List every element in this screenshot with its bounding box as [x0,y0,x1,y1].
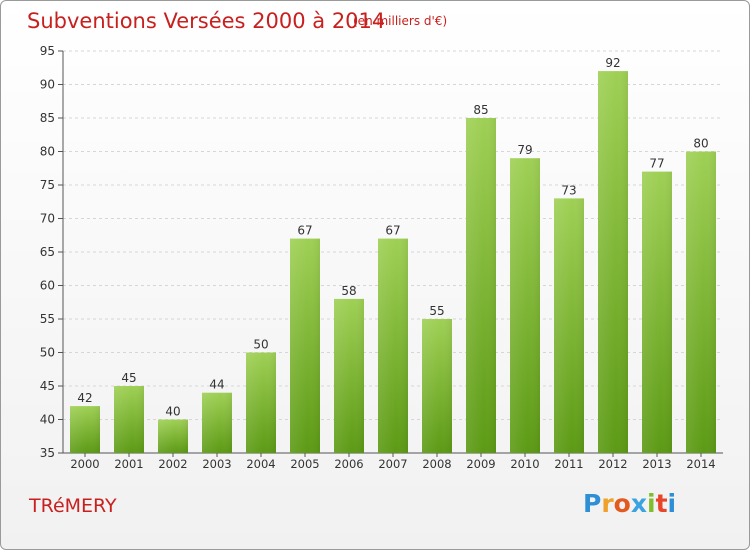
bar-shine [642,171,672,453]
x-tick-label: 2003 [202,457,231,471]
data-label: 42 [77,391,92,405]
bar-shine [114,386,144,453]
y-tick-label: 70 [40,212,55,226]
x-tick-label: 2002 [158,457,187,471]
data-label: 50 [253,338,268,352]
data-label: 45 [121,371,136,385]
x-tick-label: 2013 [642,457,671,471]
bar-shine [202,392,232,453]
data-label: 67 [385,224,400,238]
y-tick-label: 35 [40,446,55,460]
y-tick-label: 45 [40,379,55,393]
bar-shine [598,71,628,453]
data-label: 77 [649,157,664,171]
y-tick-label: 60 [40,279,55,293]
chart-title: Subventions Versées 2000 à 2014 [27,9,386,33]
data-label: 58 [341,284,356,298]
bar-shine [290,238,320,453]
bars [70,71,716,453]
proxiti-logo: Proxiti [583,489,677,518]
x-tick-label: 2008 [422,457,451,471]
bar-shine [422,319,452,453]
data-label: 67 [297,224,312,238]
x-tick-label: 2005 [290,457,319,471]
y-tick-label: 75 [40,178,55,192]
y-tick-label: 85 [40,111,55,125]
bar-shine [70,406,100,453]
bar-shine [554,198,584,453]
data-label: 44 [209,378,224,392]
x-tick-label: 2001 [114,457,143,471]
bar-shine [378,238,408,453]
x-tick-label: 2009 [466,457,495,471]
bar-shine [246,352,276,453]
x-tick-label: 2004 [246,457,275,471]
commune-name: TRéMERY [29,495,117,517]
x-tick-label: 2007 [378,457,407,471]
x-tick-label: 2000 [70,457,99,471]
data-label: 79 [517,143,532,157]
data-label: 80 [693,137,708,151]
y-tick-label: 55 [40,312,55,326]
x-tick-label: 2011 [554,457,583,471]
data-label: 55 [429,304,444,318]
bar-shine [510,158,540,453]
y-tick-label: 95 [40,44,55,58]
y-tick-label: 50 [40,346,55,360]
data-label: 40 [165,405,180,419]
data-label: 73 [561,183,576,197]
y-tick-label: 40 [40,413,55,427]
data-label: 85 [473,103,488,117]
labels: 35 40 45 50 55 60 65 70 75 80 85 90 95 42 2000 45 2001 40… [40,44,716,471]
bar-shine [158,419,188,453]
x-tick-label: 2006 [334,457,363,471]
y-tick-label: 80 [40,145,55,159]
bar-shine [686,151,716,453]
data-label: 92 [605,56,620,70]
y-tick-label: 90 [40,78,55,92]
x-tick-label: 2010 [510,457,539,471]
y-tick-label: 65 [40,245,55,259]
chart-subtitle: (en milliers d'€) [353,14,448,28]
bar-shine [334,298,364,453]
bar-shine [466,118,496,453]
x-tick-label: 2012 [598,457,627,471]
x-tick-label: 2014 [686,457,715,471]
